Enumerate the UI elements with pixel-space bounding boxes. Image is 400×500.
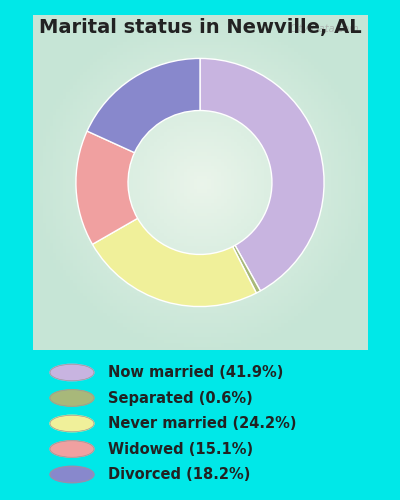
Text: Widowed (15.1%): Widowed (15.1%): [108, 442, 253, 456]
Circle shape: [50, 390, 94, 406]
Wedge shape: [200, 58, 324, 291]
Text: Never married (24.2%): Never married (24.2%): [108, 416, 296, 431]
Wedge shape: [76, 131, 138, 244]
Circle shape: [50, 415, 94, 432]
Wedge shape: [92, 218, 256, 306]
Text: Separated (0.6%): Separated (0.6%): [108, 390, 253, 406]
Text: Now married (41.9%): Now married (41.9%): [108, 365, 283, 380]
Circle shape: [50, 441, 94, 457]
Circle shape: [50, 466, 94, 483]
Circle shape: [50, 364, 94, 381]
Wedge shape: [233, 246, 260, 293]
Text: Divorced (18.2%): Divorced (18.2%): [108, 467, 250, 482]
Wedge shape: [87, 58, 200, 152]
Text: Marital status in Newville, AL: Marital status in Newville, AL: [39, 18, 361, 36]
Text: City-Data.com: City-Data.com: [289, 24, 359, 34]
